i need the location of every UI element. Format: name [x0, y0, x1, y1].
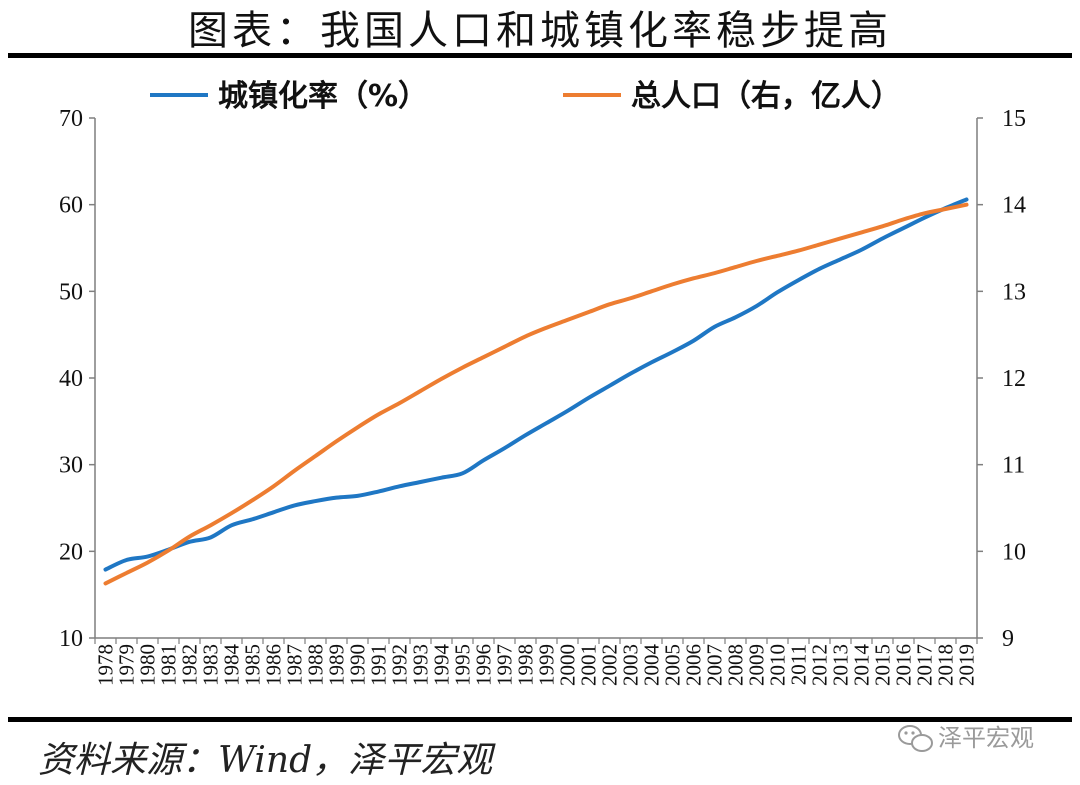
right-tick-label: 11	[1002, 453, 1025, 479]
right-tick-label: 13	[1002, 279, 1026, 305]
left-tick-label: 30	[59, 453, 83, 479]
x-tick-label: 1978	[94, 644, 118, 686]
x-tick-label: 1981	[157, 644, 181, 686]
left-tick-label: 50	[59, 279, 83, 305]
x-tick-label: 2008	[724, 644, 748, 686]
right-tick-label: 10	[1002, 539, 1026, 565]
x-tick-label: 1999	[535, 644, 559, 686]
x-tick-label: 1994	[430, 644, 454, 687]
axes	[94, 118, 978, 639]
x-tick-label: 1985	[241, 644, 265, 686]
x-tick-label: 1997	[493, 644, 517, 686]
x-tick-label: 1980	[136, 644, 160, 686]
x-tick-label: 2002	[598, 644, 622, 686]
wechat-icon	[898, 725, 933, 752]
bottom-rule	[8, 717, 1072, 722]
source-note: 资料来源：Wind，泽平宏观	[38, 740, 496, 781]
legend: 城镇化率（%） 总人口（右，亿人）	[150, 79, 901, 114]
x-tick-label: 1991	[367, 644, 391, 686]
left-tick-label: 20	[59, 539, 83, 565]
legend-label-urbanization: 城镇化率（%）	[218, 79, 428, 114]
x-tick-label: 2017	[913, 644, 937, 686]
x-tick-label: 1992	[388, 644, 412, 686]
x-tick-label: 1996	[472, 644, 496, 686]
x-tick-label: 2012	[808, 644, 832, 686]
x-tick-label: 1979	[115, 644, 139, 686]
x-tick-label: 1990	[346, 644, 370, 686]
left-tick-label: 10	[59, 626, 83, 652]
watermark-label: 泽平宏观	[938, 724, 1034, 752]
x-tick-label: 1987	[283, 644, 307, 686]
left-tick-label: 60	[59, 193, 83, 219]
x-tick-label: 2013	[829, 644, 853, 686]
series-urbanization-line	[103, 197, 969, 572]
x-tick-label: 2009	[745, 644, 769, 686]
x-tick-label: 1986	[262, 644, 286, 686]
x-tick-label: 2010	[766, 644, 790, 686]
x-tick-label: 2001	[577, 644, 601, 686]
x-tick-label: 2004	[640, 644, 664, 687]
x-tick-label: 2015	[871, 644, 895, 686]
chart-title: 图表：我国人口和城镇化率稳步提高	[188, 8, 892, 54]
right-y-axis: 9 10 11 12 13 14 15	[977, 106, 1026, 652]
right-tick-label: 15	[1002, 106, 1026, 132]
right-tick-label: 9	[1002, 626, 1014, 652]
left-y-axis: 10 20 30 40 50 60 70	[59, 106, 95, 652]
x-tick-label: 2005	[661, 644, 685, 686]
x-tick-label: 2019	[955, 644, 979, 686]
x-tick-label: 1984	[220, 644, 244, 687]
x-tick-label: 1993	[409, 644, 433, 686]
series-group	[103, 197, 969, 586]
x-tick-label: 1982	[178, 644, 202, 686]
x-tick-label: 2003	[619, 644, 643, 686]
right-tick-label: 12	[1002, 366, 1026, 392]
x-tick-label: 1995	[451, 644, 475, 686]
x-tick-label: 2007	[703, 644, 727, 686]
x-tick-label: 2018	[934, 644, 958, 686]
left-tick-label: 40	[59, 366, 83, 392]
x-axis: 1978197919801981198219831984198519861987…	[94, 638, 979, 686]
x-tick-label: 2011	[787, 644, 811, 685]
x-tick-label: 1988	[304, 644, 328, 686]
x-tick-label: 2016	[892, 644, 916, 686]
series-population-line	[103, 202, 969, 586]
x-tick-label: 2000	[556, 644, 580, 686]
watermark: 泽平宏观	[898, 724, 1034, 752]
x-tick-label: 1998	[514, 644, 538, 686]
right-tick-label: 14	[1002, 193, 1026, 219]
x-tick-label: 1983	[199, 644, 223, 686]
x-tick-label: 2006	[682, 644, 706, 686]
x-tick-label: 1989	[325, 644, 349, 686]
legend-label-population: 总人口（右，亿人）	[631, 79, 901, 114]
x-tick-label: 2014	[850, 644, 874, 687]
left-tick-label: 70	[59, 106, 83, 132]
top-rule	[8, 53, 1072, 58]
